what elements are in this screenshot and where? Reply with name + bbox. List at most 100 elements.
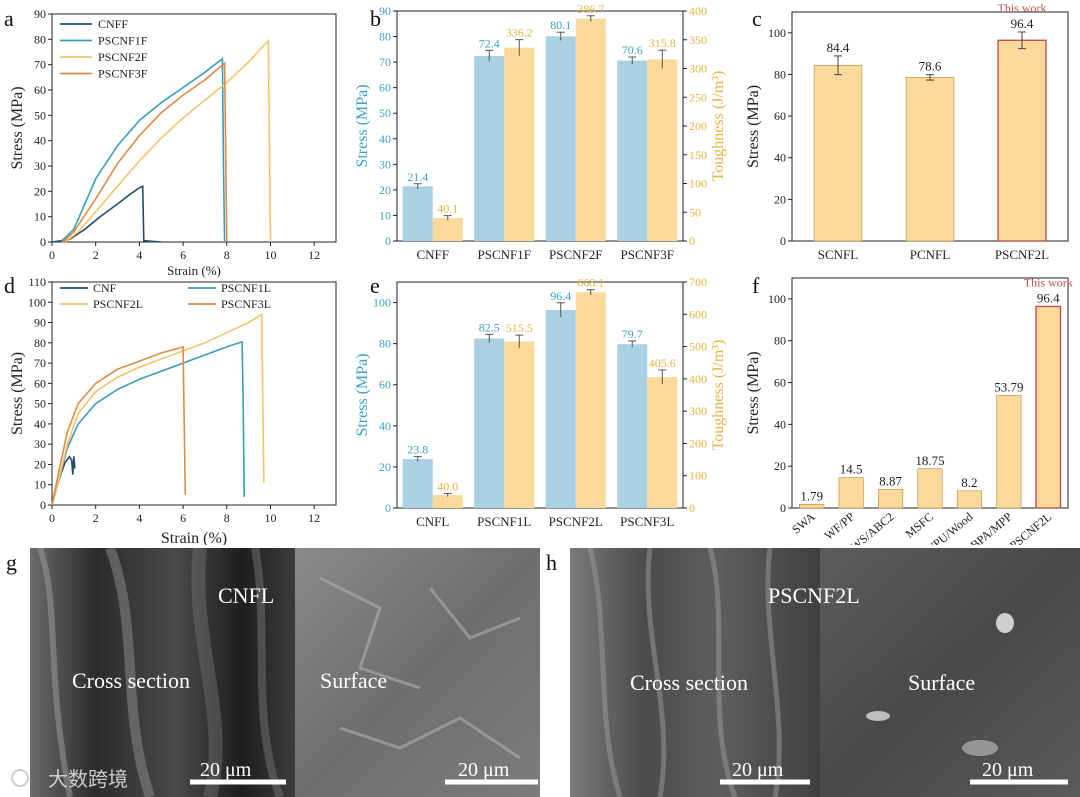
data-label-stress: 79.7 — [622, 327, 643, 341]
y2-tick-label: 500 — [689, 340, 707, 354]
data-label: 84.4 — [827, 40, 850, 55]
sem-panel-h: PSCNF2L Cross section Surface 20 μm 20 μ… — [540, 548, 1080, 797]
x-category-label: SWA — [789, 509, 818, 536]
bar-stress — [402, 459, 433, 508]
y-tick-label: 80 — [774, 334, 786, 348]
bar-stress — [905, 77, 955, 242]
x-tick-label: 0 — [49, 248, 55, 262]
x-category-label: CNFF — [416, 247, 449, 262]
panel-letter-f: f — [752, 273, 760, 298]
y2-axis-label: Toughness (J/m³) — [710, 71, 727, 182]
annotation-this-work: This work — [1024, 275, 1073, 289]
series-line-pscnf1f — [60, 56, 226, 243]
y2-tick-label: 100 — [689, 469, 707, 483]
data-label-stress: 80.1 — [550, 18, 571, 32]
y-tick-label: 60 — [34, 376, 46, 390]
y-axis-label: Stress (MPa) — [745, 351, 762, 434]
sem-g-surface-label: Surface — [320, 668, 387, 693]
y2-tick-label: 250 — [689, 90, 707, 104]
bar-stress — [1035, 305, 1062, 509]
data-label-stress: 82.5 — [479, 320, 500, 334]
y-tick-label: 70 — [34, 58, 46, 72]
data-label-stress: 70.6 — [622, 43, 643, 57]
chart-b-stress-toughness: 0 10 20 30 40 50 60 70 80 90 0 50 100 150 200 250 300 350… — [354, 2, 727, 262]
data-label: 96.4 — [1037, 290, 1060, 305]
data-label: 53.79 — [994, 380, 1023, 395]
y-tick-label: 80 — [379, 30, 391, 44]
bar-toughness — [432, 495, 463, 508]
x-tick-label: 10 — [264, 511, 276, 525]
bar-toughness — [432, 217, 463, 241]
data-label-stress: 21.4 — [407, 170, 428, 184]
bar-stress — [838, 477, 864, 509]
x-tick-label: 8 — [224, 511, 230, 525]
y-tick-label: 0 — [780, 234, 786, 248]
panel-letter-g: g — [6, 550, 17, 575]
sem-h-scale-text-right: 20 μm — [982, 759, 1034, 781]
y-tick-label: 0 — [40, 235, 46, 249]
x-category-label: PSCNF3F — [621, 247, 674, 262]
panel-letter-h: h — [546, 550, 557, 575]
data-label-stress: 96.4 — [550, 289, 571, 303]
y2-tick-label: 400 — [689, 372, 707, 386]
y-tick-label: 60 — [379, 81, 391, 95]
x-category-label: SCNFL — [818, 247, 859, 262]
bar-stress — [545, 309, 576, 508]
y-tick-label: 20 — [34, 457, 46, 471]
y-tick-label: 40 — [774, 417, 786, 431]
y-tick-label: 0 — [40, 498, 46, 512]
y-tick-label: 50 — [379, 106, 391, 120]
y-tick-label: 20 — [774, 192, 786, 206]
series-line-cnff — [51, 185, 162, 243]
y2-tick-label: 300 — [689, 62, 707, 76]
x-tick-label: 2 — [93, 511, 99, 525]
y-tick-label: 50 — [34, 397, 46, 411]
x-tick-label: 12 — [308, 511, 320, 525]
y-tick-label: 40 — [379, 132, 391, 146]
x-category-label: PSCNF2L — [549, 514, 603, 529]
panel-letter-c: c — [752, 6, 762, 31]
x-category-label: MSFC — [902, 510, 936, 541]
panel-letter-e: e — [370, 273, 380, 298]
y2-tick-label: 200 — [689, 119, 707, 133]
legend-label-pscnf1f: PSCNF1F — [98, 34, 148, 48]
y-tick-label: 100 — [768, 292, 786, 306]
bar-stress — [997, 39, 1047, 242]
data-label-toughness: 386.7 — [577, 2, 604, 16]
x-tick-label: 6 — [180, 511, 186, 525]
x-tick-label: 10 — [264, 248, 276, 262]
y-tick-label: 0 — [385, 501, 391, 515]
chart-a-stress-strain: 0 10 20 30 40 50 60 70 80 90 0 2 4 6 8 10 12 Strain (%) St… — [9, 7, 337, 278]
y-axis-label: Stress (MPa) — [9, 352, 26, 435]
panel-letter-a: a — [4, 6, 14, 31]
legend-label-pscnf2f: PSCNF2F — [98, 50, 148, 64]
y2-tick-label: 350 — [689, 33, 707, 47]
x-tick-label: 6 — [180, 248, 186, 262]
y-tick-label: 90 — [379, 4, 391, 18]
bar-stress — [617, 344, 648, 508]
data-label: 18.75 — [915, 453, 944, 468]
annotation-this-work: This work — [998, 1, 1047, 15]
y-axis-label: Stress (MPa) — [745, 85, 762, 168]
x-category-label: PSCNF1L — [477, 514, 531, 529]
series-line-pscnf1l — [51, 340, 245, 506]
x-category-label: PSCNF2L — [1007, 510, 1054, 545]
bar-stress — [956, 490, 982, 509]
y-tick-label: 20 — [379, 183, 391, 197]
series-line-pscnf2l — [51, 312, 265, 506]
y-tick-label: 60 — [34, 83, 46, 97]
y2-tick-label: 600 — [689, 307, 707, 321]
y-tick-label: 80 — [34, 336, 46, 350]
y-tick-label: 20 — [774, 459, 786, 473]
y-tick-label: 50 — [34, 108, 46, 122]
sem-g-cross-label: Cross section — [72, 668, 190, 693]
y-tick-label: 70 — [34, 356, 46, 370]
y-tick-label: 0 — [780, 501, 786, 515]
series-line-pscnf3l — [51, 345, 187, 506]
y-tick-label: 80 — [379, 337, 391, 351]
y-tick-label: 100 — [28, 295, 46, 309]
sem-h-sample-label: PSCNF2L — [768, 583, 860, 608]
y-tick-label: 60 — [774, 376, 786, 390]
data-label-toughness: 405.6 — [649, 356, 676, 370]
x-tick-label: 4 — [136, 511, 142, 525]
